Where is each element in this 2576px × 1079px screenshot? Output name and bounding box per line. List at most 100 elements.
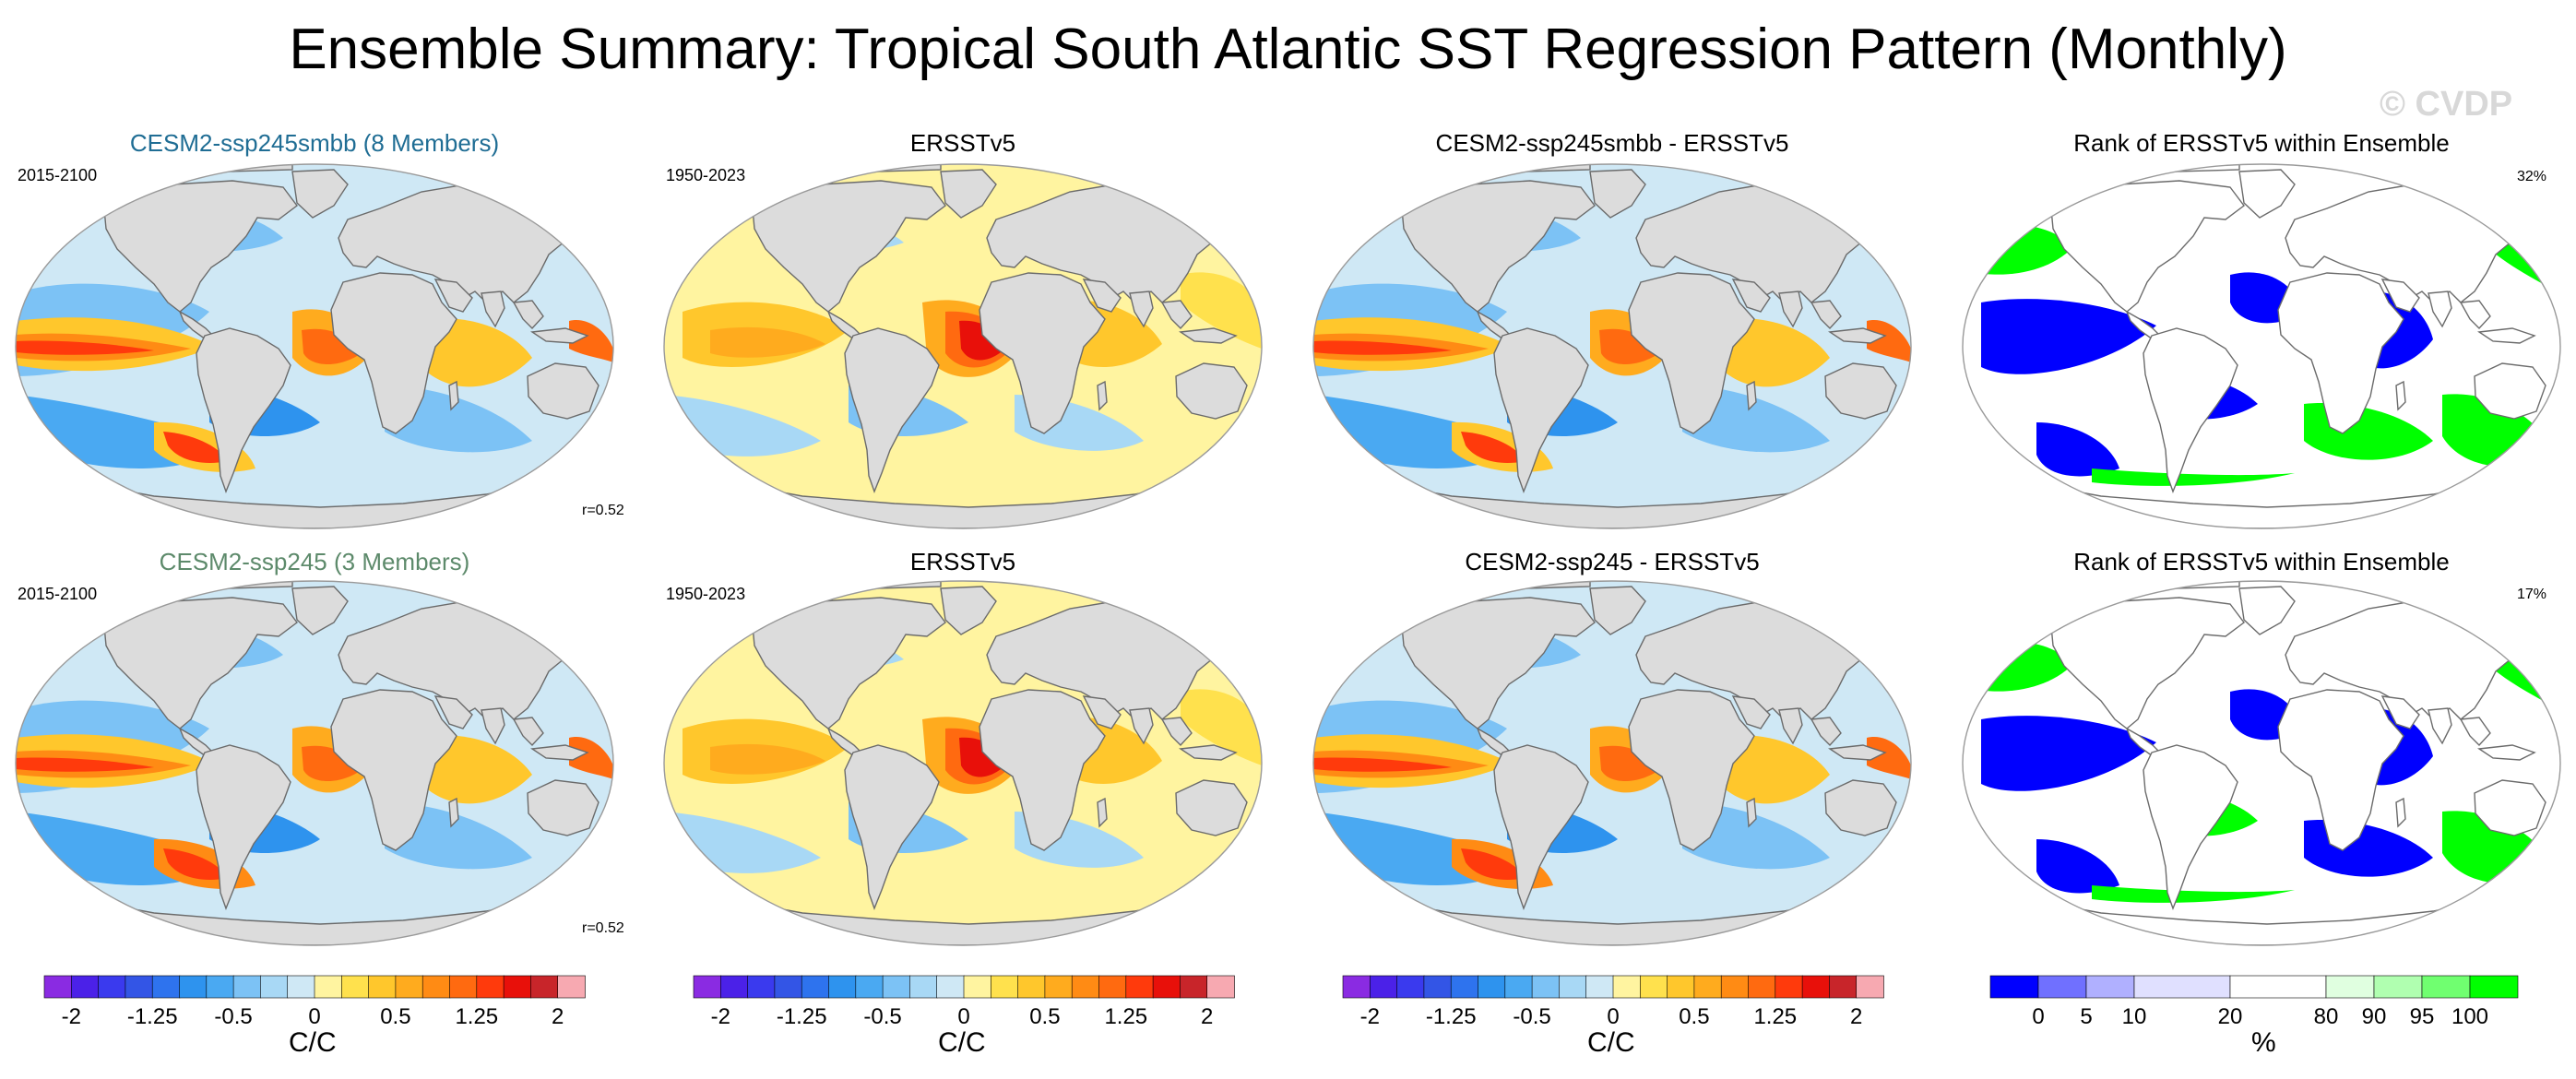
field-contour [1981, 716, 2156, 791]
land-africa [979, 272, 1106, 434]
map-ersst-row1 [663, 163, 1263, 529]
colorbar-tick-label: 0.5 [380, 1004, 410, 1029]
colorbar-swatch [719, 975, 749, 999]
colorbar-swatch [1720, 975, 1750, 999]
field-contour [385, 802, 532, 870]
map-frame [15, 580, 614, 946]
land-northAmerica [751, 180, 946, 313]
colorbar-swatch [990, 975, 1019, 999]
colorbar-swatch [503, 975, 532, 999]
field-contour [710, 743, 825, 775]
colorbar-swatch [963, 975, 992, 999]
panel-title-rank-row2: Rank of ERSSTv5 within Ensemble [2073, 548, 2450, 575]
colorbar-swatch [1044, 975, 1073, 999]
colorbar-swatch [693, 975, 722, 999]
colorbar-swatch [1748, 975, 1776, 999]
colorbar-swatch [340, 975, 370, 999]
field-contour [1682, 802, 1830, 870]
field-contour [1181, 689, 1262, 765]
colorbar-swatch [421, 975, 451, 999]
colorbar-swatch [476, 975, 505, 999]
land-arabia [2380, 279, 2420, 313]
land-australia [1824, 779, 1897, 836]
field-contour [1682, 385, 1830, 453]
colorbar-swatch [1206, 975, 1235, 999]
map-frame [1312, 163, 1912, 529]
field-contour [710, 326, 825, 358]
field-contour [1461, 848, 1525, 881]
land-seAsia [1810, 717, 1842, 747]
field-contour [1313, 340, 1452, 355]
rank-percent-label: 17% [2517, 587, 2547, 602]
colorbar-swatch [151, 975, 181, 999]
colorbar-swatch [1071, 975, 1100, 999]
colorbar-tick-label: -1.25 [127, 1004, 178, 1029]
land-indonesia [2477, 744, 2536, 761]
field-contour [1867, 320, 1911, 362]
land-africa [1628, 272, 1755, 434]
field-contour [1867, 737, 1911, 779]
colorbar-swatch [1450, 975, 1479, 999]
colorbar-swatch [179, 975, 208, 999]
land-australia [1175, 362, 1248, 420]
land-india [1129, 290, 1154, 328]
colorbar-swatch [125, 975, 154, 999]
colorbar-swatch [1180, 975, 1208, 999]
colorbar-swatch [70, 975, 100, 999]
period-label: 2015-2100 [18, 166, 98, 184]
colorbar-swatch [557, 975, 586, 999]
land-india [2428, 290, 2452, 328]
colorbar-tick-label: 1.25 [1104, 1004, 1147, 1029]
colorbar-swatch [2469, 975, 2519, 999]
map-diff-ssp245 [1312, 580, 1912, 946]
land-southAmerica [1493, 744, 1589, 910]
land-northAmerica [751, 597, 946, 729]
land-arabia [1082, 279, 1122, 313]
colorbar-swatch [801, 975, 830, 999]
pattern-correlation-label: r=0.52 [582, 920, 624, 936]
colorbar-tick-label: -2 [62, 1004, 81, 1029]
pattern-correlation-label: r=0.52 [582, 503, 624, 518]
land-greenland [2238, 169, 2296, 219]
period-label: 1950-2023 [666, 585, 746, 603]
land-madagascar [1097, 380, 1108, 411]
colorbar-tick-label: 1.25 [455, 1004, 498, 1029]
colorbar-tick-label: -0.5 [214, 1004, 252, 1029]
panel-title-cesm2-smbb: CESM2-ssp245smbb (8 Members) [129, 129, 500, 157]
colorbar-sst-1: -2 -1.25 -0.5 0 0.5 1.25 2 [43, 975, 586, 1029]
land-madagascar [1746, 380, 1757, 411]
field-contour [302, 328, 362, 365]
colorbar-swatch [1693, 975, 1722, 999]
land-indonesia [1179, 744, 1238, 761]
colorbar-swatch [2133, 975, 2231, 999]
land-australia [2474, 362, 2546, 420]
panel-title-ersst-row1: ERSSTv5 [909, 129, 1016, 157]
colorbar-swatch [882, 975, 911, 999]
land-southAmerica [196, 744, 291, 910]
field-contour [959, 320, 1007, 361]
panel-title-diff-smbb: CESM2-ssp245smbb - ERSSTv5 [1435, 129, 1789, 157]
colorbar-tick-label: 2 [552, 1004, 564, 1029]
colorbar-swatch [1098, 975, 1127, 999]
field-contour [1719, 318, 1830, 387]
colorbar-tick-label: 95 [2410, 1004, 2435, 1029]
land-greenland [291, 586, 349, 635]
colorbar-sst-3: -2 -1.25 -0.5 0 0.5 1.25 2 [1342, 975, 1884, 1029]
field-contour [2092, 885, 2295, 903]
colorbar-tick-label: 5 [2080, 1004, 2092, 1029]
colorbar-swatch [1856, 975, 1884, 999]
land-arabia [1731, 695, 1771, 729]
land-southAmerica [844, 744, 940, 910]
colorbar-tick-label: 100 [2451, 1004, 2488, 1029]
land-africa [330, 689, 457, 851]
land-northAmerica [102, 180, 298, 313]
land-southAmerica [196, 327, 291, 493]
map-frame [1312, 580, 1912, 946]
field-contour [959, 737, 1007, 777]
land-seAsia [2459, 300, 2491, 330]
land-india [481, 290, 505, 328]
land-northAmerica [1400, 597, 1596, 729]
colorbar-tick-label: 0.5 [1029, 1004, 1060, 1029]
colorbar-swatch [1342, 975, 1371, 999]
land-india [1778, 290, 1803, 328]
